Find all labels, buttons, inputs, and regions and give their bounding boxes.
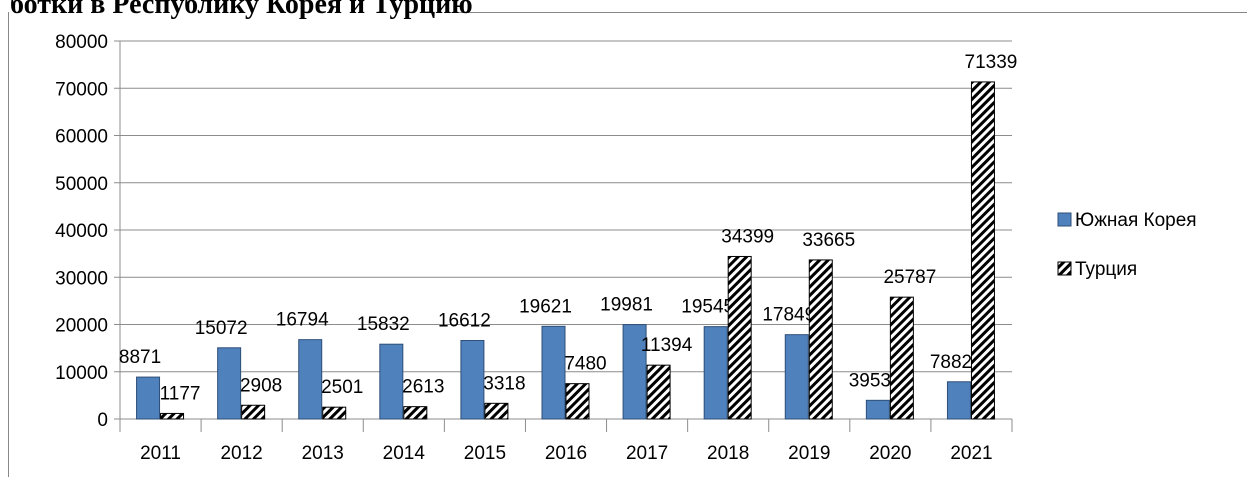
data-label: 17849 (762, 305, 815, 326)
legend-swatch (1057, 212, 1072, 227)
bar (622, 324, 647, 420)
bar (646, 364, 671, 420)
bar (541, 325, 566, 420)
bar (970, 81, 995, 420)
data-label: 11394 (641, 335, 693, 356)
bar (403, 406, 428, 420)
y-tick-label: 60000 (55, 127, 108, 148)
legend-swatch (1057, 261, 1072, 276)
y-tick-label: 30000 (55, 268, 108, 289)
data-label: 16794 (276, 310, 329, 331)
data-label: 7882 (930, 352, 972, 373)
data-label: 33665 (802, 230, 855, 251)
bar (784, 334, 809, 420)
data-label: 1177 (160, 383, 201, 404)
x-tick-label: 2019 (788, 443, 830, 464)
bar (484, 402, 509, 420)
legend-label: Южная Корея (1075, 210, 1197, 231)
data-label: 7480 (564, 354, 606, 375)
bar (946, 381, 971, 420)
y-tick-label: 50000 (55, 174, 108, 195)
x-tick-label: 2018 (707, 443, 749, 464)
data-label: 2908 (240, 375, 282, 396)
x-tick-label: 2021 (950, 443, 992, 464)
x-tick-label: 2011 (140, 443, 181, 464)
y-tick-label: 20000 (55, 316, 108, 337)
data-label: 15072 (195, 318, 248, 339)
data-label: 19621 (519, 296, 572, 317)
bar (460, 340, 485, 420)
data-label: 34399 (721, 226, 774, 247)
data-label: 2501 (321, 377, 363, 398)
x-tick-label: 2015 (464, 443, 506, 464)
bar (160, 412, 185, 420)
bar (298, 339, 323, 420)
x-tick-label: 2016 (545, 443, 587, 464)
data-label: 3953 (849, 370, 891, 391)
bar (727, 255, 752, 420)
bar (379, 343, 404, 420)
data-label: 2613 (402, 377, 444, 398)
bar (865, 399, 890, 420)
bar (889, 296, 914, 420)
data-label: 15832 (357, 314, 410, 335)
x-tick-label: 2012 (220, 443, 262, 464)
x-tick-label: 2014 (383, 443, 426, 464)
data-label: 19545 (681, 297, 734, 318)
chart-title: ботки в Республику Корея и Турцию (10, 0, 473, 20)
y-tick-label: 70000 (55, 79, 108, 100)
y-tick-label: 40000 (55, 221, 108, 242)
x-tick-label: 2017 (626, 443, 668, 464)
x-tick-label: 2013 (302, 443, 344, 464)
data-label: 16612 (438, 311, 491, 332)
data-label: 71339 (965, 52, 1018, 73)
data-label: 25787 (883, 267, 936, 288)
bar (217, 347, 242, 420)
bar (703, 326, 728, 420)
data-label: 3318 (483, 373, 525, 394)
bar (808, 259, 833, 420)
bar (322, 406, 347, 420)
x-tick-label: 2020 (869, 443, 911, 464)
bar (136, 376, 161, 420)
y-tick-label: 0 (97, 410, 108, 431)
bar (241, 404, 266, 420)
data-label: 19981 (600, 295, 653, 316)
y-tick-label: 80000 (55, 32, 108, 53)
y-tick-label: 10000 (55, 363, 108, 384)
data-label: 8871 (119, 347, 161, 368)
bar (565, 383, 590, 420)
legend-label: Турция (1075, 259, 1137, 280)
